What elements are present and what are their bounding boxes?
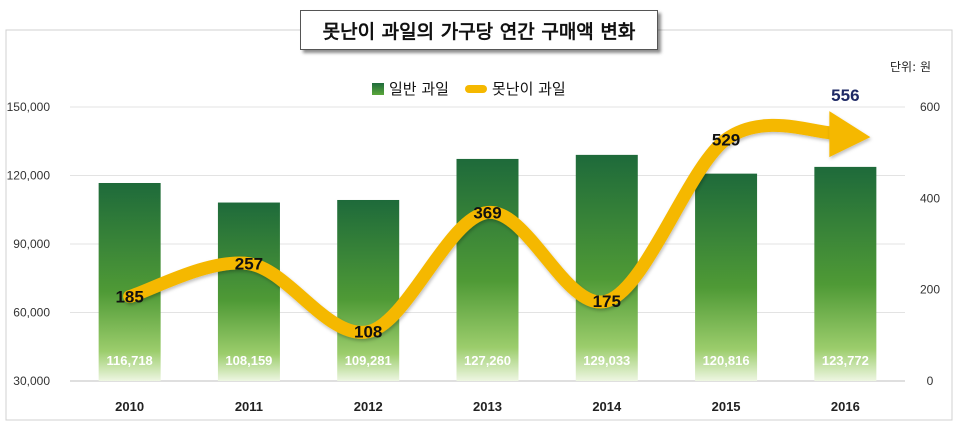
x-tick-label: 2013: [473, 399, 502, 414]
line-value-label: 175: [593, 292, 621, 311]
x-tick-label: 2016: [831, 399, 860, 414]
bar: [695, 174, 757, 381]
bar: [576, 155, 638, 381]
line-value-label: 108: [354, 323, 382, 342]
x-tick-label: 2010: [115, 399, 144, 414]
bar-value-label: 116,718: [107, 353, 153, 368]
line-value-label: 556: [831, 86, 859, 105]
unit-label: 단위: 원: [890, 58, 931, 75]
x-tick-label: 2014: [592, 399, 622, 414]
legend-label-bar: 일반 과일: [389, 78, 449, 99]
bar-value-label: 108,159: [225, 353, 272, 368]
y-left-tick-label: 90,000: [13, 237, 50, 251]
y-left-tick-label: 60,000: [13, 306, 50, 320]
chart-title: 못난이 과일의 가구당 연간 구매액 변화: [300, 10, 658, 50]
y-right-tick-label: 400: [920, 191, 940, 205]
y-right-tick-label: 200: [920, 283, 940, 297]
legend-label-line: 못난이 과일: [492, 78, 566, 99]
legend-swatch-bar: [372, 83, 384, 95]
legend-item-bar: 일반 과일: [372, 78, 449, 99]
y-left-tick-label: 30,000: [13, 374, 50, 388]
x-tick-label: 2015: [712, 399, 741, 414]
bar-value-label: 120,816: [703, 353, 750, 368]
line-arrowhead: [829, 111, 870, 157]
bar-value-label: 123,772: [822, 353, 869, 368]
legend-swatch-line: [465, 85, 487, 93]
line-value-label: 257: [235, 255, 263, 274]
x-tick-label: 2011: [235, 399, 263, 414]
x-tick-label: 2012: [354, 399, 383, 414]
bar: [814, 167, 876, 381]
bar-value-label: 109,281: [345, 353, 392, 368]
legend-item-line: 못난이 과일: [465, 78, 566, 99]
bar: [457, 159, 519, 381]
bar-value-label: 127,260: [464, 353, 511, 368]
y-left-tick-label: 120,000: [7, 169, 51, 183]
line-value-label: 185: [115, 288, 143, 307]
y-right-tick-label: 600: [920, 100, 940, 114]
y-left-tick-label: 150,000: [7, 100, 51, 114]
y-right-tick-label: 0: [927, 374, 934, 388]
bar-value-label: 129,033: [583, 353, 630, 368]
legend: 일반 과일 못난이 과일: [372, 78, 582, 99]
line-value-label: 369: [473, 203, 501, 222]
line-value-label: 529: [712, 130, 740, 149]
